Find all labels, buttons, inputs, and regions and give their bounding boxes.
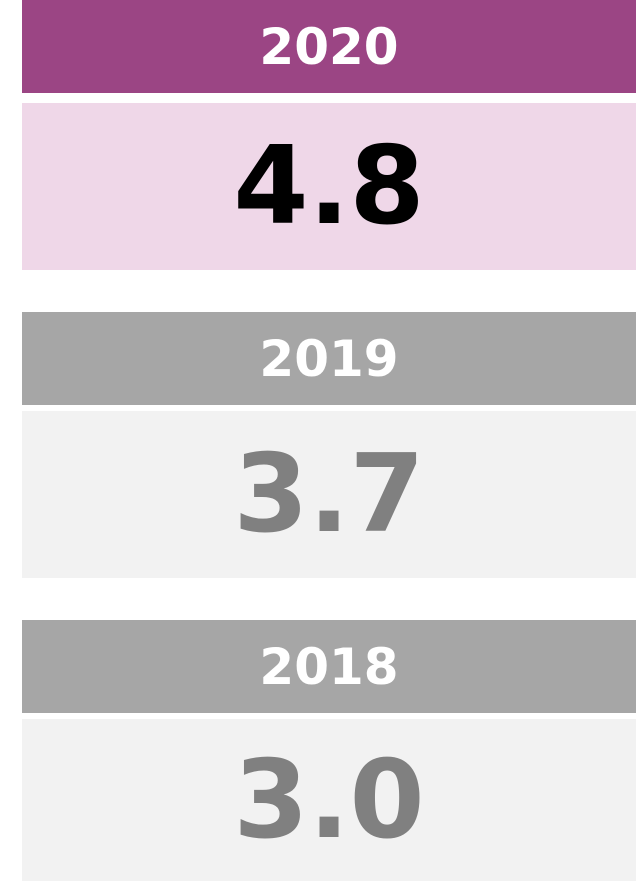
card-value: 3.7 (22, 411, 636, 578)
card-header: 2020 (22, 0, 636, 93)
card-value: 3.0 (22, 719, 636, 881)
card-header: 2018 (22, 620, 636, 713)
card-value: 4.8 (22, 103, 636, 270)
card-header: 2019 (22, 312, 636, 405)
